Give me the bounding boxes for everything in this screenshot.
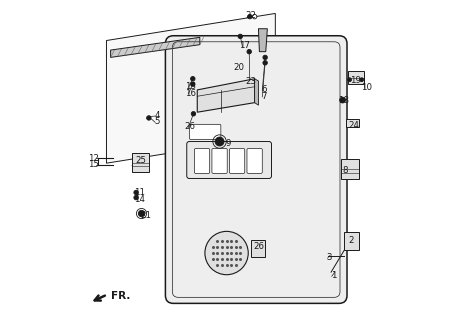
Circle shape xyxy=(340,97,345,103)
FancyBboxPatch shape xyxy=(212,148,227,173)
Text: 6: 6 xyxy=(261,85,267,94)
Text: 9: 9 xyxy=(226,139,231,148)
Circle shape xyxy=(146,116,151,120)
Text: 1: 1 xyxy=(331,271,336,280)
Circle shape xyxy=(247,50,252,54)
Text: 11: 11 xyxy=(134,188,145,197)
Text: 10: 10 xyxy=(361,83,372,92)
Circle shape xyxy=(360,78,364,82)
Text: 14: 14 xyxy=(134,195,145,204)
Polygon shape xyxy=(255,79,259,105)
Bar xyxy=(251,240,265,257)
Bar xyxy=(132,153,148,172)
Text: 25: 25 xyxy=(135,156,146,165)
Text: 7: 7 xyxy=(261,92,267,101)
Circle shape xyxy=(205,231,248,275)
Polygon shape xyxy=(111,37,200,57)
FancyBboxPatch shape xyxy=(187,141,271,179)
Circle shape xyxy=(248,14,252,19)
Text: 3: 3 xyxy=(327,253,332,262)
Text: 8: 8 xyxy=(343,166,348,175)
Circle shape xyxy=(348,78,351,82)
Bar xyxy=(344,232,359,250)
Text: 24: 24 xyxy=(348,121,359,130)
Circle shape xyxy=(134,190,138,195)
Bar xyxy=(341,159,359,179)
Circle shape xyxy=(263,55,268,60)
Text: 26: 26 xyxy=(185,122,196,131)
Text: 4: 4 xyxy=(154,111,160,120)
Text: FR.: FR. xyxy=(111,292,130,301)
Text: 5: 5 xyxy=(154,117,160,126)
Circle shape xyxy=(134,196,138,200)
Circle shape xyxy=(215,137,224,146)
Polygon shape xyxy=(259,29,268,52)
Text: 26: 26 xyxy=(253,242,264,251)
Text: 21: 21 xyxy=(141,211,152,220)
Text: 23: 23 xyxy=(245,77,256,86)
Circle shape xyxy=(138,210,145,217)
FancyBboxPatch shape xyxy=(195,148,210,173)
Text: 17: 17 xyxy=(239,41,250,51)
Text: 2: 2 xyxy=(348,236,354,245)
Circle shape xyxy=(191,112,195,116)
Text: 13: 13 xyxy=(185,82,196,91)
Bar xyxy=(346,119,359,126)
Circle shape xyxy=(238,34,243,39)
Text: 20: 20 xyxy=(233,63,244,72)
Polygon shape xyxy=(197,79,255,112)
Text: 16: 16 xyxy=(185,89,196,98)
FancyBboxPatch shape xyxy=(229,148,245,173)
Circle shape xyxy=(191,82,195,86)
Text: 15: 15 xyxy=(88,160,99,169)
FancyBboxPatch shape xyxy=(190,124,221,140)
Polygon shape xyxy=(106,13,276,163)
FancyBboxPatch shape xyxy=(165,36,347,303)
Text: 12: 12 xyxy=(88,154,99,163)
Text: 18: 18 xyxy=(338,96,349,105)
Circle shape xyxy=(252,14,257,19)
Text: 22: 22 xyxy=(245,11,256,20)
Circle shape xyxy=(191,76,195,81)
FancyBboxPatch shape xyxy=(247,148,262,173)
Text: 19: 19 xyxy=(350,76,361,85)
Bar xyxy=(348,71,364,84)
Circle shape xyxy=(263,60,268,65)
